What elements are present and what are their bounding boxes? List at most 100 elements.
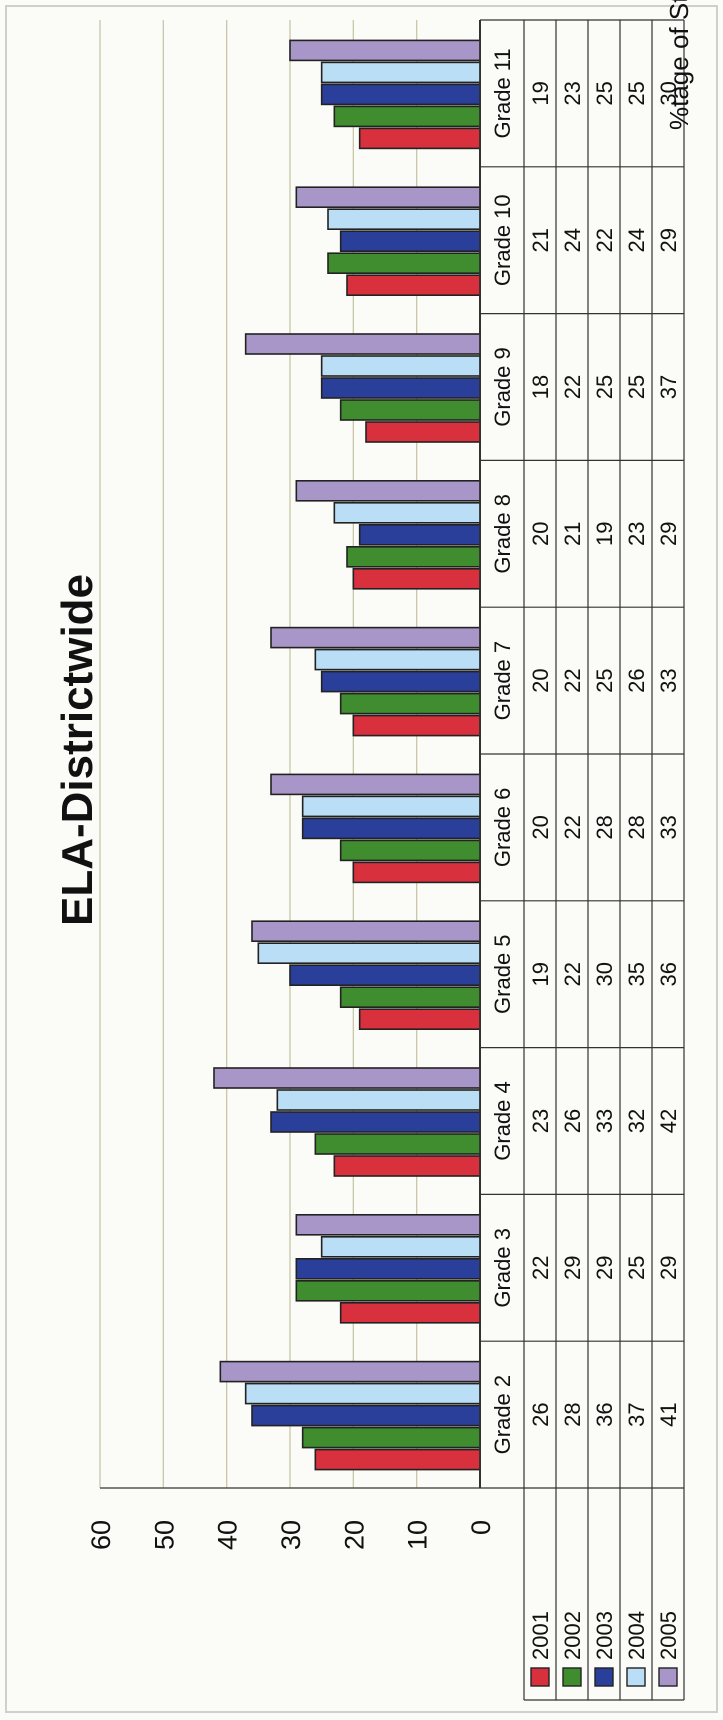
data-label: 33: [656, 815, 681, 839]
data-label: 29: [656, 522, 681, 546]
x-tick-label: Grade 10: [490, 194, 515, 286]
legend-label: 2004: [624, 1611, 649, 1660]
bar: [339, 692, 481, 715]
bar: [314, 648, 481, 671]
bar: [219, 1360, 481, 1383]
data-label: 28: [592, 815, 617, 839]
x-tick-label: Grade 2: [490, 1375, 515, 1455]
bar: [339, 839, 481, 862]
data-label: 26: [560, 1109, 585, 1133]
data-label: 29: [560, 1256, 585, 1280]
bar: [333, 105, 481, 128]
bar: [295, 1257, 481, 1280]
data-label: 28: [560, 1402, 585, 1426]
data-label: 19: [592, 522, 617, 546]
bar: [301, 1426, 481, 1449]
data-label: 19: [528, 962, 553, 986]
data-label: 23: [624, 522, 649, 546]
bar: [352, 568, 481, 590]
bar: [251, 920, 481, 943]
data-label: 20: [528, 668, 553, 692]
x-tick-label: Grade 6: [490, 788, 515, 868]
bar: [270, 773, 481, 796]
data-label: 37: [624, 1402, 649, 1426]
data-label: 42: [656, 1109, 681, 1133]
y-tick-label: 30: [276, 1520, 306, 1550]
data-label: 36: [656, 962, 681, 986]
bar: [270, 626, 481, 649]
data-label: 25: [624, 1256, 649, 1280]
bar: [327, 208, 481, 230]
x-tick-label: Grade 5: [490, 934, 515, 1014]
data-label: 20: [528, 522, 553, 546]
data-label: 33: [592, 1109, 617, 1133]
data-label: 19: [528, 81, 553, 105]
y-axis-label: %tage of Students: [664, 0, 694, 130]
bar: [289, 39, 481, 62]
bar: [333, 502, 481, 524]
bar: [365, 421, 481, 443]
data-label: 36: [592, 1402, 617, 1426]
data-label: 30: [592, 962, 617, 986]
data-label: 25: [592, 81, 617, 105]
x-tick-label: Grade 7: [490, 641, 515, 721]
legend-label: 2001: [528, 1611, 553, 1660]
data-label: 25: [624, 375, 649, 399]
data-label: 22: [560, 815, 585, 839]
bar: [251, 1404, 481, 1427]
bar: [327, 252, 481, 274]
data-label: 26: [624, 668, 649, 692]
y-tick-label: 0: [466, 1520, 496, 1535]
bar: [244, 333, 481, 355]
y-tick-label: 20: [339, 1520, 369, 1550]
bar: [333, 1155, 481, 1177]
data-label: 18: [528, 375, 553, 399]
data-label: 35: [624, 962, 649, 986]
bar: [314, 1448, 481, 1471]
data-label: 24: [560, 228, 585, 252]
bar: [320, 1235, 481, 1258]
data-label: 29: [656, 1256, 681, 1280]
data-label: 28: [624, 815, 649, 839]
bar: [358, 127, 481, 150]
legend-swatch: [626, 1667, 646, 1687]
legend-label: 2002: [560, 1611, 585, 1660]
data-label: 26: [528, 1402, 553, 1426]
legend-swatch: [562, 1667, 582, 1687]
data-label: 22: [560, 375, 585, 399]
bar: [358, 1008, 481, 1031]
data-label: 21: [528, 228, 553, 252]
bar: [320, 61, 481, 84]
bar: [213, 1067, 481, 1089]
y-tick-label: 60: [86, 1520, 116, 1550]
bar: [276, 1089, 481, 1111]
bar: [295, 1213, 481, 1236]
bar: [352, 861, 481, 884]
data-table: Grade 2 Grade 3 Grade 4 Grade 5 Grade 6 Grade…: [479, 19, 685, 1701]
data-label: 32: [624, 1109, 649, 1133]
legend-swatch: [530, 1667, 550, 1687]
legend-label: 2003: [592, 1611, 617, 1660]
bar: [320, 355, 481, 377]
data-label: 22: [560, 962, 585, 986]
bar: [295, 480, 481, 502]
x-tick-label: Grade 11: [490, 48, 515, 138]
data-label: 20: [528, 815, 553, 839]
bar: [352, 714, 481, 737]
legend-swatch: [658, 1667, 678, 1687]
data-label: 22: [560, 668, 585, 692]
data-label: 21: [560, 522, 585, 546]
bar: [289, 964, 481, 987]
bar: [314, 1133, 481, 1155]
bar: [257, 942, 481, 965]
data-label: 37: [656, 375, 681, 399]
legend-swatch: [594, 1667, 614, 1687]
data-label: 29: [592, 1256, 617, 1280]
bar: [301, 817, 481, 840]
legend-label: 2005: [656, 1611, 681, 1660]
bar: [320, 377, 481, 399]
bar: [358, 524, 481, 546]
bar: [270, 1111, 481, 1133]
